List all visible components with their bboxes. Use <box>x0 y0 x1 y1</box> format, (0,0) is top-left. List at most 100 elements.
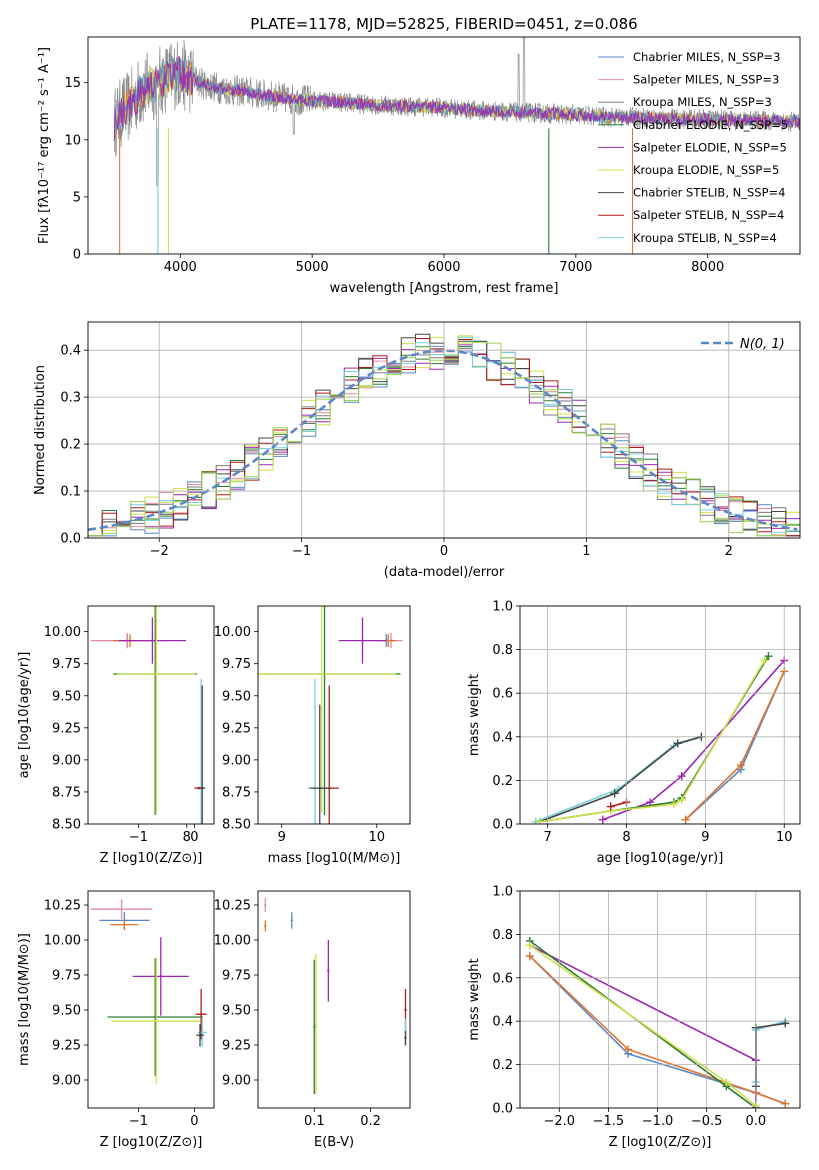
weight-marker <box>669 800 678 809</box>
data-point <box>320 672 323 676</box>
y-tick-label: 10.00 <box>44 934 81 949</box>
y-tick-label: 0.2 <box>492 1058 513 1073</box>
y-tick-label: 9.75 <box>52 969 81 984</box>
weight-marker <box>781 1099 790 1108</box>
y-tick-label: 8.75 <box>52 785 81 800</box>
axes-frame <box>87 321 801 539</box>
data-point <box>404 1008 407 1012</box>
weight-marker <box>535 817 544 824</box>
weight-marker <box>624 1045 633 1054</box>
y-tick-label: 0.4 <box>492 730 513 745</box>
data-point <box>155 672 158 676</box>
plot-area <box>90 606 206 824</box>
y-tick-label: 10.00 <box>44 625 81 640</box>
axes-frame <box>87 36 801 255</box>
y-tick-label: 9.50 <box>52 1004 81 1019</box>
y-tick-label: 0.6 <box>492 687 513 702</box>
plot-area <box>90 899 207 1085</box>
y-axis-label: mass weight <box>467 958 482 1040</box>
weight-marker <box>681 815 690 824</box>
x-tick-label: −2 <box>150 544 169 559</box>
x-tick-label: 0.1 <box>304 1114 325 1129</box>
y-tick-label: 5 <box>73 190 81 205</box>
y-tick-label: 9.00 <box>52 1074 81 1089</box>
chart-mass_weight_vs_z: −2.0 −1.5 −1.0 −0.5 0.0 0.0 0.2 0.4 0.6 0.8 1.0 Z [… <box>467 885 801 1150</box>
data-point <box>361 639 364 642</box>
data-point <box>199 1013 203 1016</box>
x-tick-label: 2 <box>725 544 733 559</box>
weight-marker <box>760 656 769 665</box>
plot-area <box>258 606 403 824</box>
x-axis-label: Z [log10(Z/Z⊙)] <box>609 1135 712 1150</box>
legend-label: Salpeter ELODIE, N_SSP=5 <box>633 140 787 154</box>
weight-marker <box>525 952 534 961</box>
y-tick-label: 15 <box>64 76 81 91</box>
x-axis-label: Z [log10(Z/Z⊙)] <box>100 851 203 866</box>
x-axis-label: E(B-V) <box>314 1135 354 1150</box>
chart-title: PLATE=1178, MJD=52825, FIBERID=0451, z=0… <box>250 15 637 33</box>
x-tick-label: 5000 <box>296 260 329 275</box>
axes-frame <box>257 605 411 825</box>
x-tick-label: 8 <box>183 830 191 845</box>
chart-residuals: −2 −1 0 1 2 0.0 0.1 0.2 0.3 0.4 (data-model)/error… <box>33 321 801 580</box>
x-tick-label: 0.2 <box>360 1114 381 1129</box>
y-tick-label: 0.2 <box>60 438 81 453</box>
data-point <box>159 975 162 978</box>
x-tick-label: −1 <box>292 544 311 559</box>
weight-marker <box>736 761 745 770</box>
x-tick-label: 10 <box>776 830 793 845</box>
x-tick-label: 0 <box>190 830 198 845</box>
legend-label: Chabrier STELIB, N_SSP=4 <box>633 186 785 200</box>
y-tick-label: 0.8 <box>492 643 513 658</box>
x-axis-label: (data-model)/error <box>384 565 505 580</box>
weight-marker <box>525 941 534 950</box>
chart-mass_vs_ebv: 0.1 0.2 9.00 9.25 9.50 9.75 10.00 10.25 E(B-V) <box>214 890 411 1150</box>
weight-marker <box>722 1077 731 1086</box>
y-tick-label: 10.00 <box>214 934 251 949</box>
data-point <box>120 908 123 911</box>
data-point <box>155 1020 158 1023</box>
x-tick-label: 10 <box>368 830 385 845</box>
y-tick-label: 0.0 <box>492 818 513 833</box>
y-tick-label: 9.50 <box>52 689 81 704</box>
y-tick-label: 9.75 <box>222 969 251 984</box>
y-tick-label: 8.75 <box>222 785 251 800</box>
y-tick-label: 10 <box>64 133 81 148</box>
y-tick-label: 0.8 <box>492 928 513 943</box>
x-tick-label: 0 <box>190 1114 198 1129</box>
model-spectrum <box>113 55 800 141</box>
axes-frame <box>87 605 215 825</box>
plot-area <box>264 898 407 1094</box>
weight-line <box>755 1020 786 1082</box>
y-tick-label: 0.6 <box>492 971 513 986</box>
x-tick-label: −2.0 <box>544 1114 576 1129</box>
legend-label: Salpeter STELIB, N_SSP=4 <box>633 208 784 222</box>
x-tick-label: −1.5 <box>593 1114 625 1129</box>
legend-label: Kroupa MILES, N_SSP=3 <box>633 95 772 109</box>
weight-marker <box>610 789 619 798</box>
data-point <box>198 1034 202 1037</box>
weight-marker <box>781 1019 790 1028</box>
y-tick-label: 10.25 <box>214 899 251 914</box>
legend-label: Salpeter MILES, N_SSP=3 <box>633 73 779 87</box>
axes-frame <box>519 890 801 1109</box>
data-point <box>201 1031 204 1034</box>
x-axis-label: mass [log10(M/M⊙)] <box>268 851 401 866</box>
y-tick-label: 1.0 <box>492 600 513 615</box>
y-tick-label: 0.0 <box>492 1102 513 1117</box>
data-point <box>201 786 204 790</box>
y-tick-label: 8.50 <box>222 818 251 833</box>
data-point <box>314 1022 318 1026</box>
y-tick-label: 10.00 <box>214 625 251 640</box>
data-point <box>290 919 293 922</box>
x-tick-label: −1.0 <box>642 1114 674 1129</box>
x-tick-label: 6000 <box>427 260 460 275</box>
weight-line <box>539 655 770 823</box>
plot-area <box>113 37 800 254</box>
x-tick-label: 8000 <box>691 260 724 275</box>
y-tick-label: 0.0 <box>60 532 81 547</box>
data-point <box>404 1036 407 1040</box>
legend-label: Kroupa STELIB, N_SSP=4 <box>633 231 777 245</box>
data-point <box>386 639 390 642</box>
x-tick-label: 0.0 <box>745 1114 766 1129</box>
